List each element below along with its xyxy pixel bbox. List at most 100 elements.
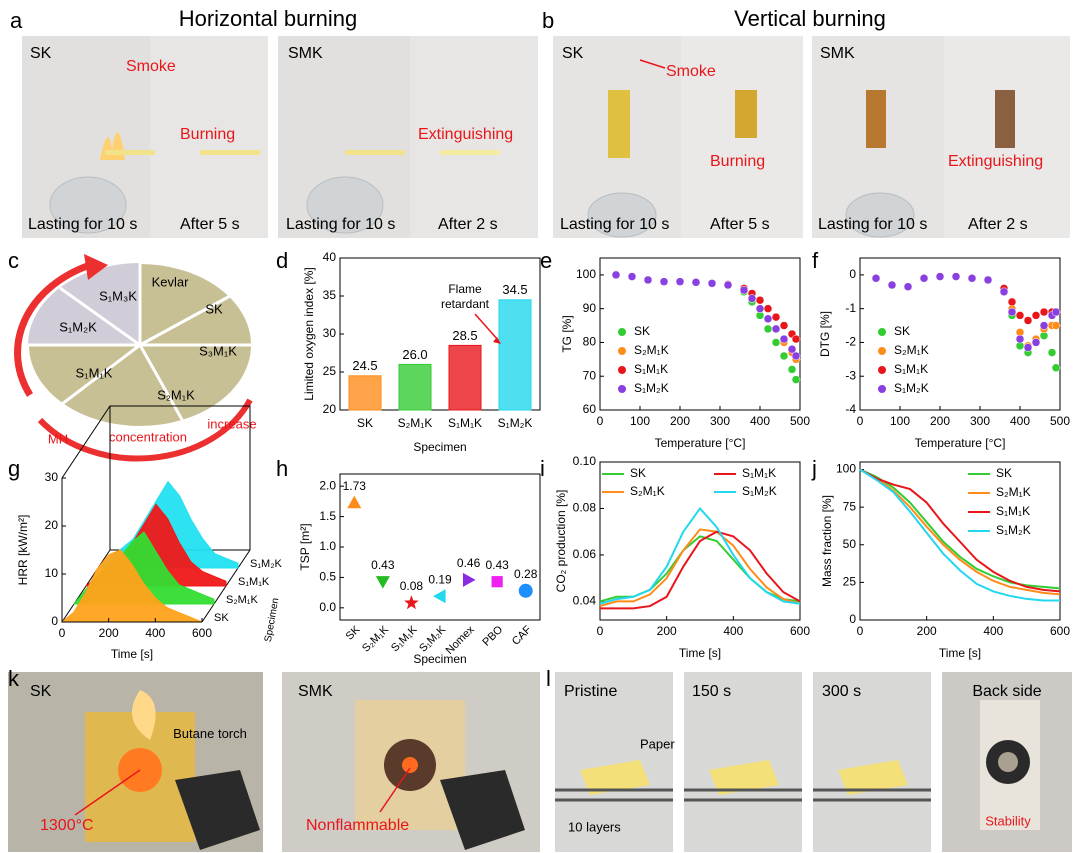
photo	[410, 36, 538, 238]
photo-label: 150 s	[692, 683, 731, 700]
arrow-head	[84, 254, 108, 280]
photo-label: After 5 s	[710, 216, 770, 233]
y-tick-label: -2	[845, 335, 856, 349]
x-tick-label: 300	[710, 414, 730, 428]
photos	[8, 36, 1072, 852]
x-axis-label: Time [s]	[939, 646, 981, 660]
value-label: 34.5	[502, 282, 527, 297]
x-tick-label: 500	[1050, 414, 1070, 428]
line	[859, 468, 1061, 596]
panel-letter: k	[8, 666, 20, 691]
value-label: 28.5	[452, 328, 477, 343]
marker	[771, 312, 781, 322]
photo-label: Lasting for 10 s	[286, 216, 395, 233]
photo-label: Lasting for 10 s	[560, 216, 669, 233]
marker	[1051, 363, 1061, 373]
marker	[1007, 307, 1017, 317]
x-tick-label: 200	[670, 414, 690, 428]
annotation: Stability	[985, 813, 1031, 828]
pointer	[639, 59, 666, 69]
marker	[691, 278, 701, 287]
plot-frame	[859, 257, 1061, 411]
photo-label: 300 s	[822, 683, 861, 700]
torch	[175, 770, 260, 850]
photo-label: Back side	[972, 683, 1041, 700]
marker	[491, 576, 503, 588]
fabric	[200, 150, 260, 155]
x-tick-label: 600	[192, 626, 212, 640]
y-tick-label: 0.08	[573, 501, 597, 515]
value-label: 24.5	[352, 358, 377, 373]
y-tick-label: 0.04	[573, 594, 597, 608]
marker	[1031, 338, 1041, 347]
y-tick-label: 1.0	[319, 539, 336, 553]
legend-label: S₂M₁K	[996, 485, 1031, 499]
marker	[659, 277, 669, 286]
marker	[375, 576, 390, 589]
value-label: 1.73	[343, 479, 367, 493]
photo-label: After 2 s	[438, 216, 498, 233]
torch	[440, 770, 525, 850]
x-tick-label: 400	[750, 414, 770, 428]
x-tick-label: 100	[890, 414, 910, 428]
area	[60, 549, 203, 623]
marker	[347, 495, 362, 509]
back-box	[61, 405, 251, 623]
marker	[999, 287, 1009, 297]
annotation: Smoke	[666, 63, 716, 80]
legend-key	[878, 366, 886, 374]
lamp	[845, 192, 915, 238]
marker	[871, 274, 881, 283]
y-tick-label: 0.5	[319, 570, 336, 584]
marker	[763, 314, 773, 324]
photo-label: Lasting for 10 s	[28, 216, 137, 233]
annotation: Smoke	[126, 58, 176, 75]
marker	[779, 321, 789, 330]
arrow-arc	[14, 261, 92, 397]
legend-key	[618, 385, 626, 393]
line	[859, 468, 1061, 593]
line	[859, 468, 1061, 590]
pointer	[379, 767, 411, 813]
y-tick-label: 50	[843, 537, 857, 551]
y-tick-label: 10	[45, 566, 59, 580]
panel-title: Horizontal burning	[179, 6, 358, 31]
segment-label: S₃M₁K	[199, 343, 237, 358]
photo-label: SMK	[820, 45, 855, 62]
y-tick-label: 60	[583, 402, 597, 416]
marker	[1051, 307, 1061, 317]
marker	[433, 589, 446, 604]
marker	[675, 277, 685, 286]
annotation: Burning	[180, 126, 235, 143]
panel-letter: g	[8, 456, 20, 481]
arrow-label: MH	[48, 431, 68, 446]
line	[859, 468, 1060, 602]
marker	[771, 324, 781, 334]
x-axis-label: Temperature [°C]	[915, 436, 1006, 450]
photo	[555, 672, 673, 852]
x-tick-label: S₂M₁K	[360, 623, 391, 654]
photo	[813, 672, 931, 852]
marker	[518, 583, 533, 598]
marker	[611, 270, 621, 280]
x-tick-label: S₁M₁K	[389, 623, 420, 654]
series-label: S₁M₂K	[250, 558, 282, 570]
y-tick-label: 0	[51, 614, 58, 628]
y-tick-label: 0.0	[319, 600, 336, 614]
legend-label: S₂M₁K	[894, 343, 929, 357]
bar	[398, 363, 432, 411]
marker	[951, 272, 961, 281]
marker	[755, 304, 765, 313]
legend-label: S₁M₂K	[996, 523, 1031, 537]
marker	[983, 275, 993, 285]
y-tick-label: 1.5	[319, 509, 336, 523]
legend-label: SK	[894, 324, 910, 338]
lamp	[587, 192, 657, 238]
burn-center	[998, 752, 1018, 772]
line	[599, 506, 801, 605]
bar	[348, 375, 382, 411]
marker	[919, 274, 929, 283]
value-label: 0.28	[514, 567, 538, 581]
arrow-head	[493, 337, 501, 344]
legend-key	[618, 328, 626, 336]
